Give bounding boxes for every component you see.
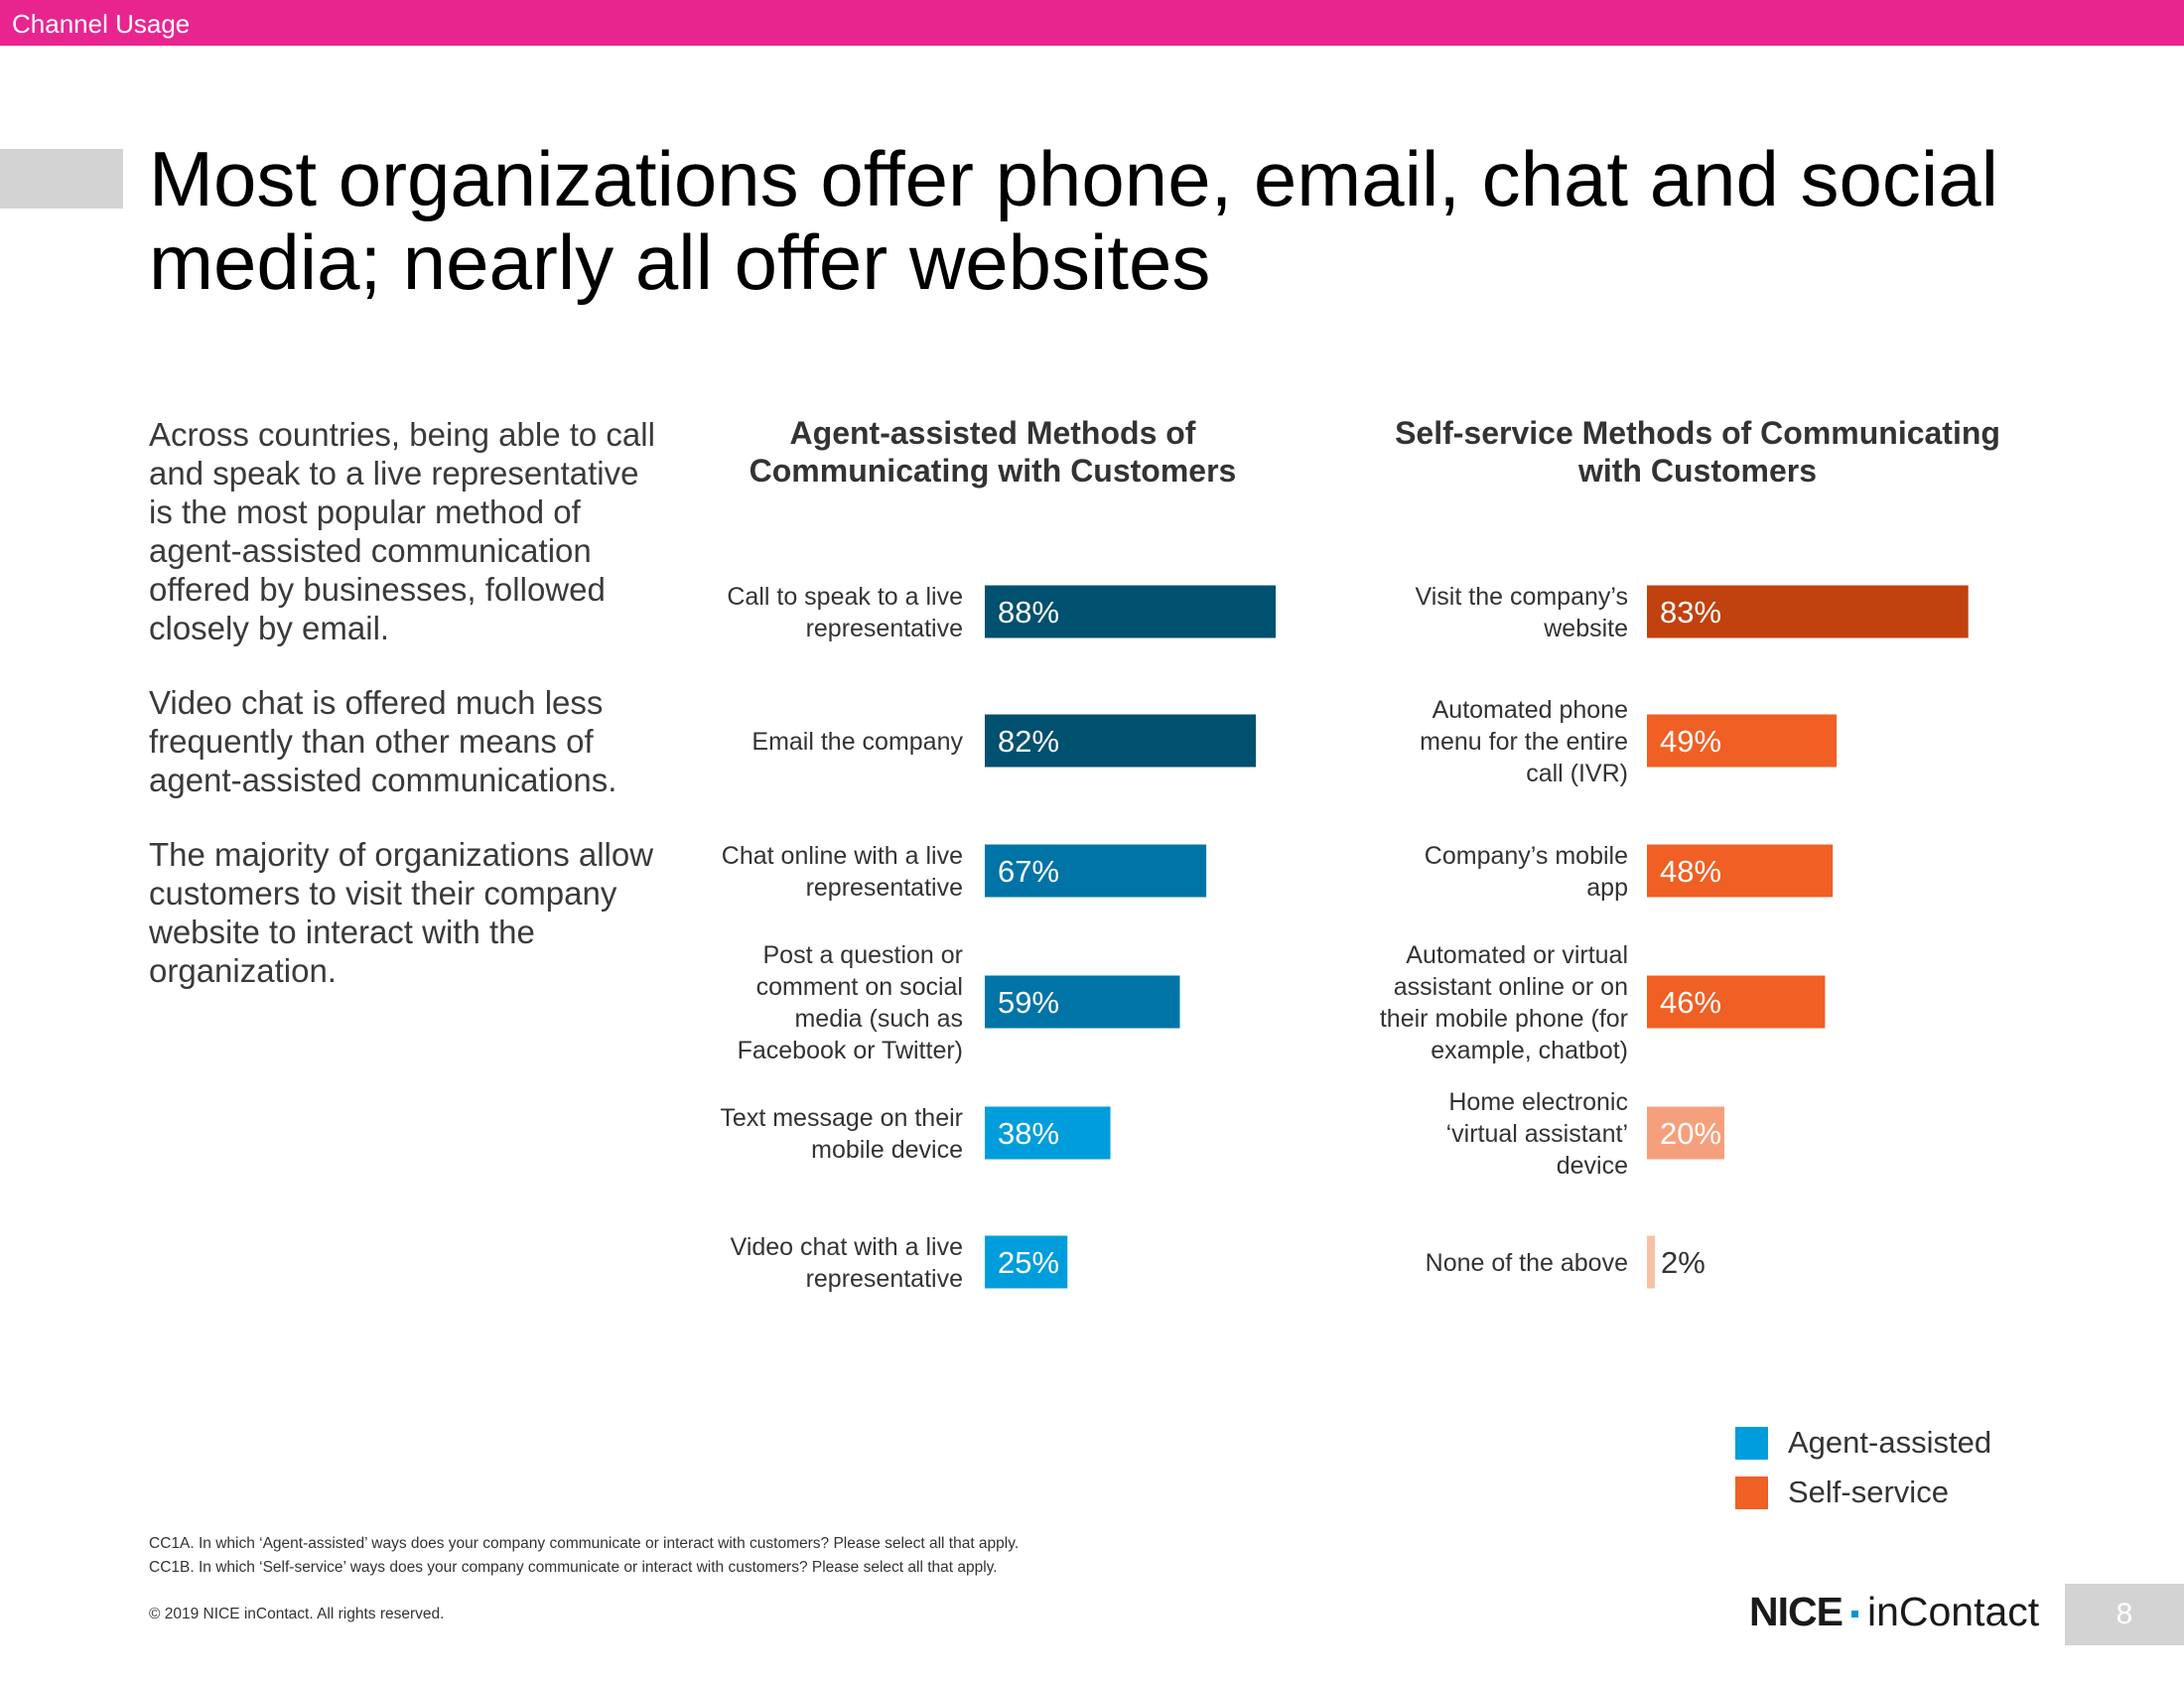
agent-bar-1: [985, 585, 1277, 638]
nice-incontact-logo: NICE inContact: [1749, 1589, 2039, 1635]
agent-category-label-5: Text message on their mobile device: [720, 1104, 963, 1164]
legend-item-agent: Agent-assisted: [1735, 1418, 1991, 1468]
self-service-bar-4: [1647, 975, 1826, 1029]
legend-label-self-service: Self-service: [1788, 1475, 1949, 1509]
self-service-category-label-5: Home electronic ‘virtual assistant’ device: [1446, 1088, 1628, 1180]
page-title: Most organizations offer phone, email, c…: [149, 135, 1998, 306]
agent-value-label-5: 38%: [998, 1116, 1059, 1151]
agent-value-label-1: 88%: [998, 595, 1059, 630]
agent-value-label-4: 59%: [998, 985, 1059, 1020]
legend-item-self-service: Self-service: [1735, 1468, 1991, 1517]
agent-value-label-3: 67%: [998, 854, 1059, 889]
agent-value-label-6: 25%: [998, 1245, 1059, 1280]
bar-charts: 88% Call to speak to a live representative…: [720, 583, 1969, 1293]
logo-product: inContact: [1866, 1589, 2040, 1634]
footnote-cc1b: CC1B. In which ‘Self-service’ ways does …: [149, 1559, 998, 1576]
self-service-category-label-3: Company’s mobile app: [1425, 842, 1628, 902]
self-service-category-label-6: None of the above: [1426, 1249, 1628, 1277]
footnote-cc1a: CC1A. In which ‘Agent-assisted’ ways doe…: [149, 1535, 1020, 1552]
agent-bar-6: [985, 1235, 1068, 1289]
agent-chart-title: Agent-assisted Methods of Communicating …: [749, 415, 1237, 489]
agent-category-label-1: Call to speak to a live representative: [727, 583, 963, 642]
legend: Agent-assisted Self-service: [1735, 1418, 1991, 1517]
self-service-value-label-2: 49%: [1660, 724, 1721, 759]
legend-label-agent: Agent-assisted: [1788, 1425, 1992, 1460]
agent-category-label-4: Post a question or comment on social media…: [738, 941, 963, 1064]
logo-brand: NICE: [1749, 1589, 1843, 1634]
self-service-bar-6: [1647, 1235, 1655, 1289]
body-paragraph-1: Across countries, being able to call and…: [149, 416, 655, 646]
legend-swatch-agent: [1735, 1426, 1768, 1460]
self-service-value-label-4: 46%: [1660, 985, 1721, 1020]
page-number: 8: [2116, 1598, 2133, 1630]
body-paragraph-3: The majority of organizations allow cust…: [149, 836, 654, 989]
self-service-value-label-1: 83%: [1660, 595, 1721, 630]
logo-dot-icon: [1850, 1611, 1858, 1618]
agent-category-label-3: Chat online with a live representative: [722, 842, 963, 902]
body-paragraph-2: Video chat is offered much less frequent…: [149, 684, 617, 798]
footnotes: CC1A. In which ‘Agent-assisted’ ways doe…: [149, 1532, 1019, 1580]
self-service-category-label-2: Automated phone menu for the entire call (…: [1420, 696, 1628, 787]
self-service-chart-title: Self-service Methods of Communicating wi…: [1395, 415, 2000, 489]
self-service-bar-5: [1647, 1106, 1724, 1160]
title-marker: [0, 149, 123, 209]
top-banner: Channel Usage: [0, 0, 2184, 46]
self-service-value-label-3: 48%: [1660, 854, 1721, 889]
self-service-value-label-5: 20%: [1660, 1116, 1721, 1151]
self-service-bar-1: [1647, 585, 1969, 638]
self-service-bar-2: [1647, 714, 1838, 768]
self-service-value-label-6: 2%: [1661, 1245, 1706, 1280]
copyright: © 2019 NICE inContact. All rights reserv…: [149, 1606, 445, 1622]
self-service-bar-3: [1647, 844, 1834, 898]
agent-bar-3: [985, 844, 1207, 898]
body-text: Across countries, being able to call and…: [149, 415, 665, 1026]
agent-category-label-6: Video chat with a live representative: [731, 1233, 963, 1293]
legend-swatch-self-service: [1735, 1476, 1768, 1509]
agent-category-label-2: Email the company: [751, 728, 963, 756]
agent-value-label-2: 82%: [998, 724, 1059, 759]
agent-bar-5: [985, 1106, 1111, 1160]
self-service-category-label-4: Automated or virtual assistant online or …: [1380, 941, 1628, 1064]
agent-bar-2: [985, 714, 1257, 768]
page-number-box: [2065, 1584, 2184, 1645]
section-label: Channel Usage: [12, 9, 191, 39]
agent-bar-4: [985, 975, 1180, 1029]
self-service-category-label-1: Visit the company’s website: [1416, 583, 1628, 642]
